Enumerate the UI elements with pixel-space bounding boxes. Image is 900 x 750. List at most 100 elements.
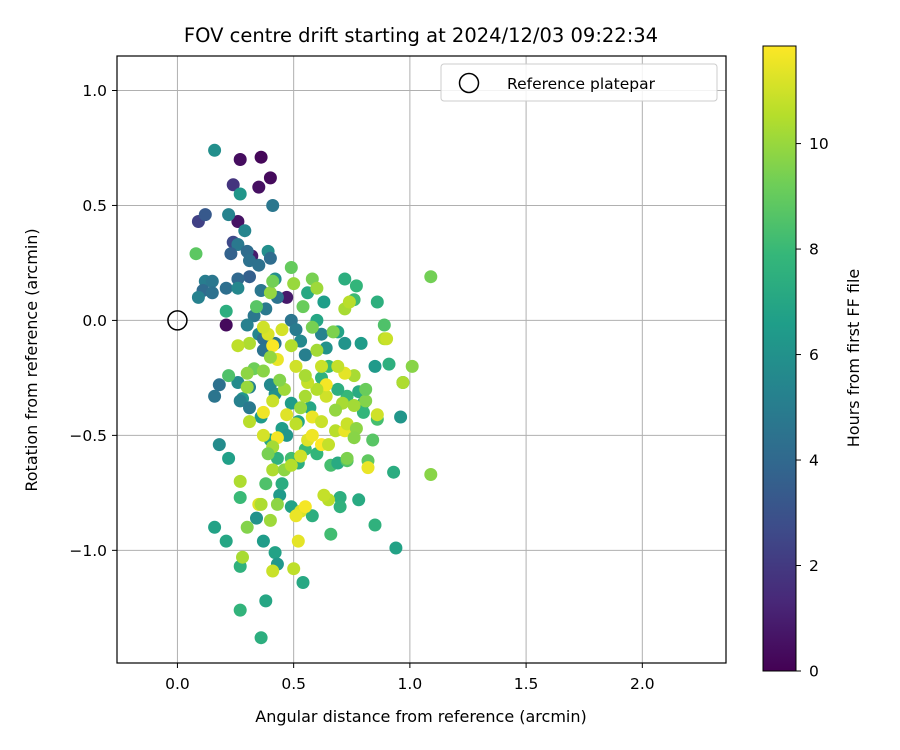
scatter-point bbox=[377, 318, 391, 332]
scatter-point bbox=[205, 286, 219, 300]
scatter-point bbox=[356, 405, 370, 419]
scatter-point bbox=[424, 468, 438, 481]
x-tick-label: 2.0 bbox=[630, 675, 655, 693]
scatter-point bbox=[338, 336, 352, 350]
scatter-point bbox=[305, 428, 319, 442]
scatter-point bbox=[324, 527, 338, 541]
scatter-point bbox=[252, 258, 266, 272]
scatter-point bbox=[315, 327, 328, 341]
scatter-point bbox=[315, 415, 328, 429]
scatter-point bbox=[310, 343, 324, 357]
scatter-point bbox=[287, 277, 301, 291]
scatter-point bbox=[326, 325, 340, 339]
scatter-point bbox=[256, 320, 270, 334]
grid-lines bbox=[117, 56, 726, 663]
scatter-point bbox=[329, 403, 342, 417]
scatter-point bbox=[240, 366, 254, 380]
y-tick-label: 0.0 bbox=[82, 312, 107, 330]
scatter-point bbox=[322, 438, 335, 452]
scatter-point bbox=[219, 534, 233, 548]
scatter-point bbox=[254, 497, 268, 511]
scatter-point bbox=[273, 373, 287, 387]
scatter-point bbox=[347, 431, 361, 445]
scatter-point bbox=[263, 251, 277, 265]
scatter-point bbox=[231, 238, 245, 251]
scatter-point bbox=[359, 394, 373, 408]
scatter-point bbox=[222, 369, 236, 383]
scatter-point bbox=[338, 272, 352, 286]
scatter-point bbox=[319, 389, 333, 403]
scatter-point bbox=[275, 477, 289, 491]
scatter-point bbox=[329, 424, 342, 438]
scatter-point bbox=[263, 171, 277, 185]
y-tick-label: 1.0 bbox=[82, 82, 107, 100]
scatter-point bbox=[298, 369, 312, 383]
x-tick-label: 0.5 bbox=[281, 675, 306, 693]
scatter-point bbox=[289, 323, 303, 337]
scatter-point bbox=[289, 359, 303, 373]
scatter-point bbox=[233, 491, 247, 504]
scatter-point bbox=[366, 433, 380, 447]
colorbar-tick-label: 2 bbox=[809, 557, 819, 575]
scatter-point bbox=[359, 382, 373, 396]
scatter-point bbox=[284, 458, 298, 472]
scatter-point bbox=[266, 339, 280, 353]
scatter-point bbox=[333, 491, 347, 504]
scatter-point bbox=[250, 511, 263, 525]
scatter-point bbox=[396, 376, 410, 389]
scatter-point bbox=[270, 497, 284, 511]
colorbar-tick-label: 6 bbox=[809, 346, 819, 364]
scatter-point bbox=[205, 274, 219, 288]
colorbar-tick-label: 4 bbox=[809, 452, 819, 470]
scatter-point bbox=[266, 199, 280, 212]
scatter-point bbox=[370, 295, 384, 309]
scatter-point bbox=[331, 359, 345, 373]
scatter-point bbox=[219, 304, 233, 318]
scatter-point bbox=[298, 389, 312, 403]
scatter-point bbox=[294, 449, 308, 463]
scatter-point bbox=[280, 408, 294, 422]
scatter-point bbox=[291, 534, 305, 548]
scatter-point bbox=[284, 339, 298, 353]
scatter-point bbox=[254, 150, 268, 164]
colorbar-tick-label: 8 bbox=[809, 241, 819, 259]
scatter-point bbox=[240, 520, 254, 534]
scatter-point bbox=[256, 364, 270, 378]
scatter-point bbox=[212, 438, 226, 452]
scatter-point bbox=[347, 399, 361, 412]
scatter-point bbox=[317, 488, 331, 502]
scatter-point bbox=[189, 247, 203, 261]
scatter-point bbox=[252, 180, 266, 194]
scatter-point bbox=[287, 562, 301, 576]
scatter-point bbox=[387, 465, 401, 479]
scatter-point bbox=[233, 603, 247, 617]
colorbar: 0 2 4 6 8 10 Hours from first FF file bbox=[762, 45, 863, 681]
legend: Reference platepar bbox=[440, 63, 718, 102]
colorbar-gradient bbox=[762, 45, 797, 672]
scatter-point bbox=[233, 187, 247, 201]
scatter-point bbox=[198, 208, 212, 222]
scatter-point bbox=[382, 357, 396, 371]
scatter-point bbox=[296, 576, 310, 589]
scatter-point bbox=[284, 261, 298, 274]
y-axis-label: Rotation from reference (arcmin) bbox=[22, 228, 41, 491]
scatter-point bbox=[219, 281, 233, 295]
scatter-point bbox=[394, 410, 408, 424]
colorbar-ticks: 0 2 4 6 8 10 bbox=[796, 135, 829, 681]
scatter-point bbox=[405, 359, 419, 373]
scatter-point bbox=[317, 295, 331, 309]
scatter-point bbox=[243, 336, 256, 350]
scatter-point bbox=[315, 359, 328, 373]
legend-box bbox=[440, 63, 718, 102]
legend-label: Reference platepar bbox=[507, 75, 656, 93]
scatter-point bbox=[259, 477, 273, 491]
scatter-point bbox=[208, 143, 222, 157]
y-axis-ticks: −1.0 −0.5 0.0 0.5 1.0 bbox=[69, 82, 117, 560]
scatter-points bbox=[189, 143, 438, 645]
scatter-point bbox=[310, 281, 324, 295]
scatter-point bbox=[243, 415, 256, 429]
y-tick-label: 0.5 bbox=[82, 197, 107, 215]
scatter-point bbox=[354, 336, 368, 350]
scatter-point bbox=[231, 281, 245, 295]
